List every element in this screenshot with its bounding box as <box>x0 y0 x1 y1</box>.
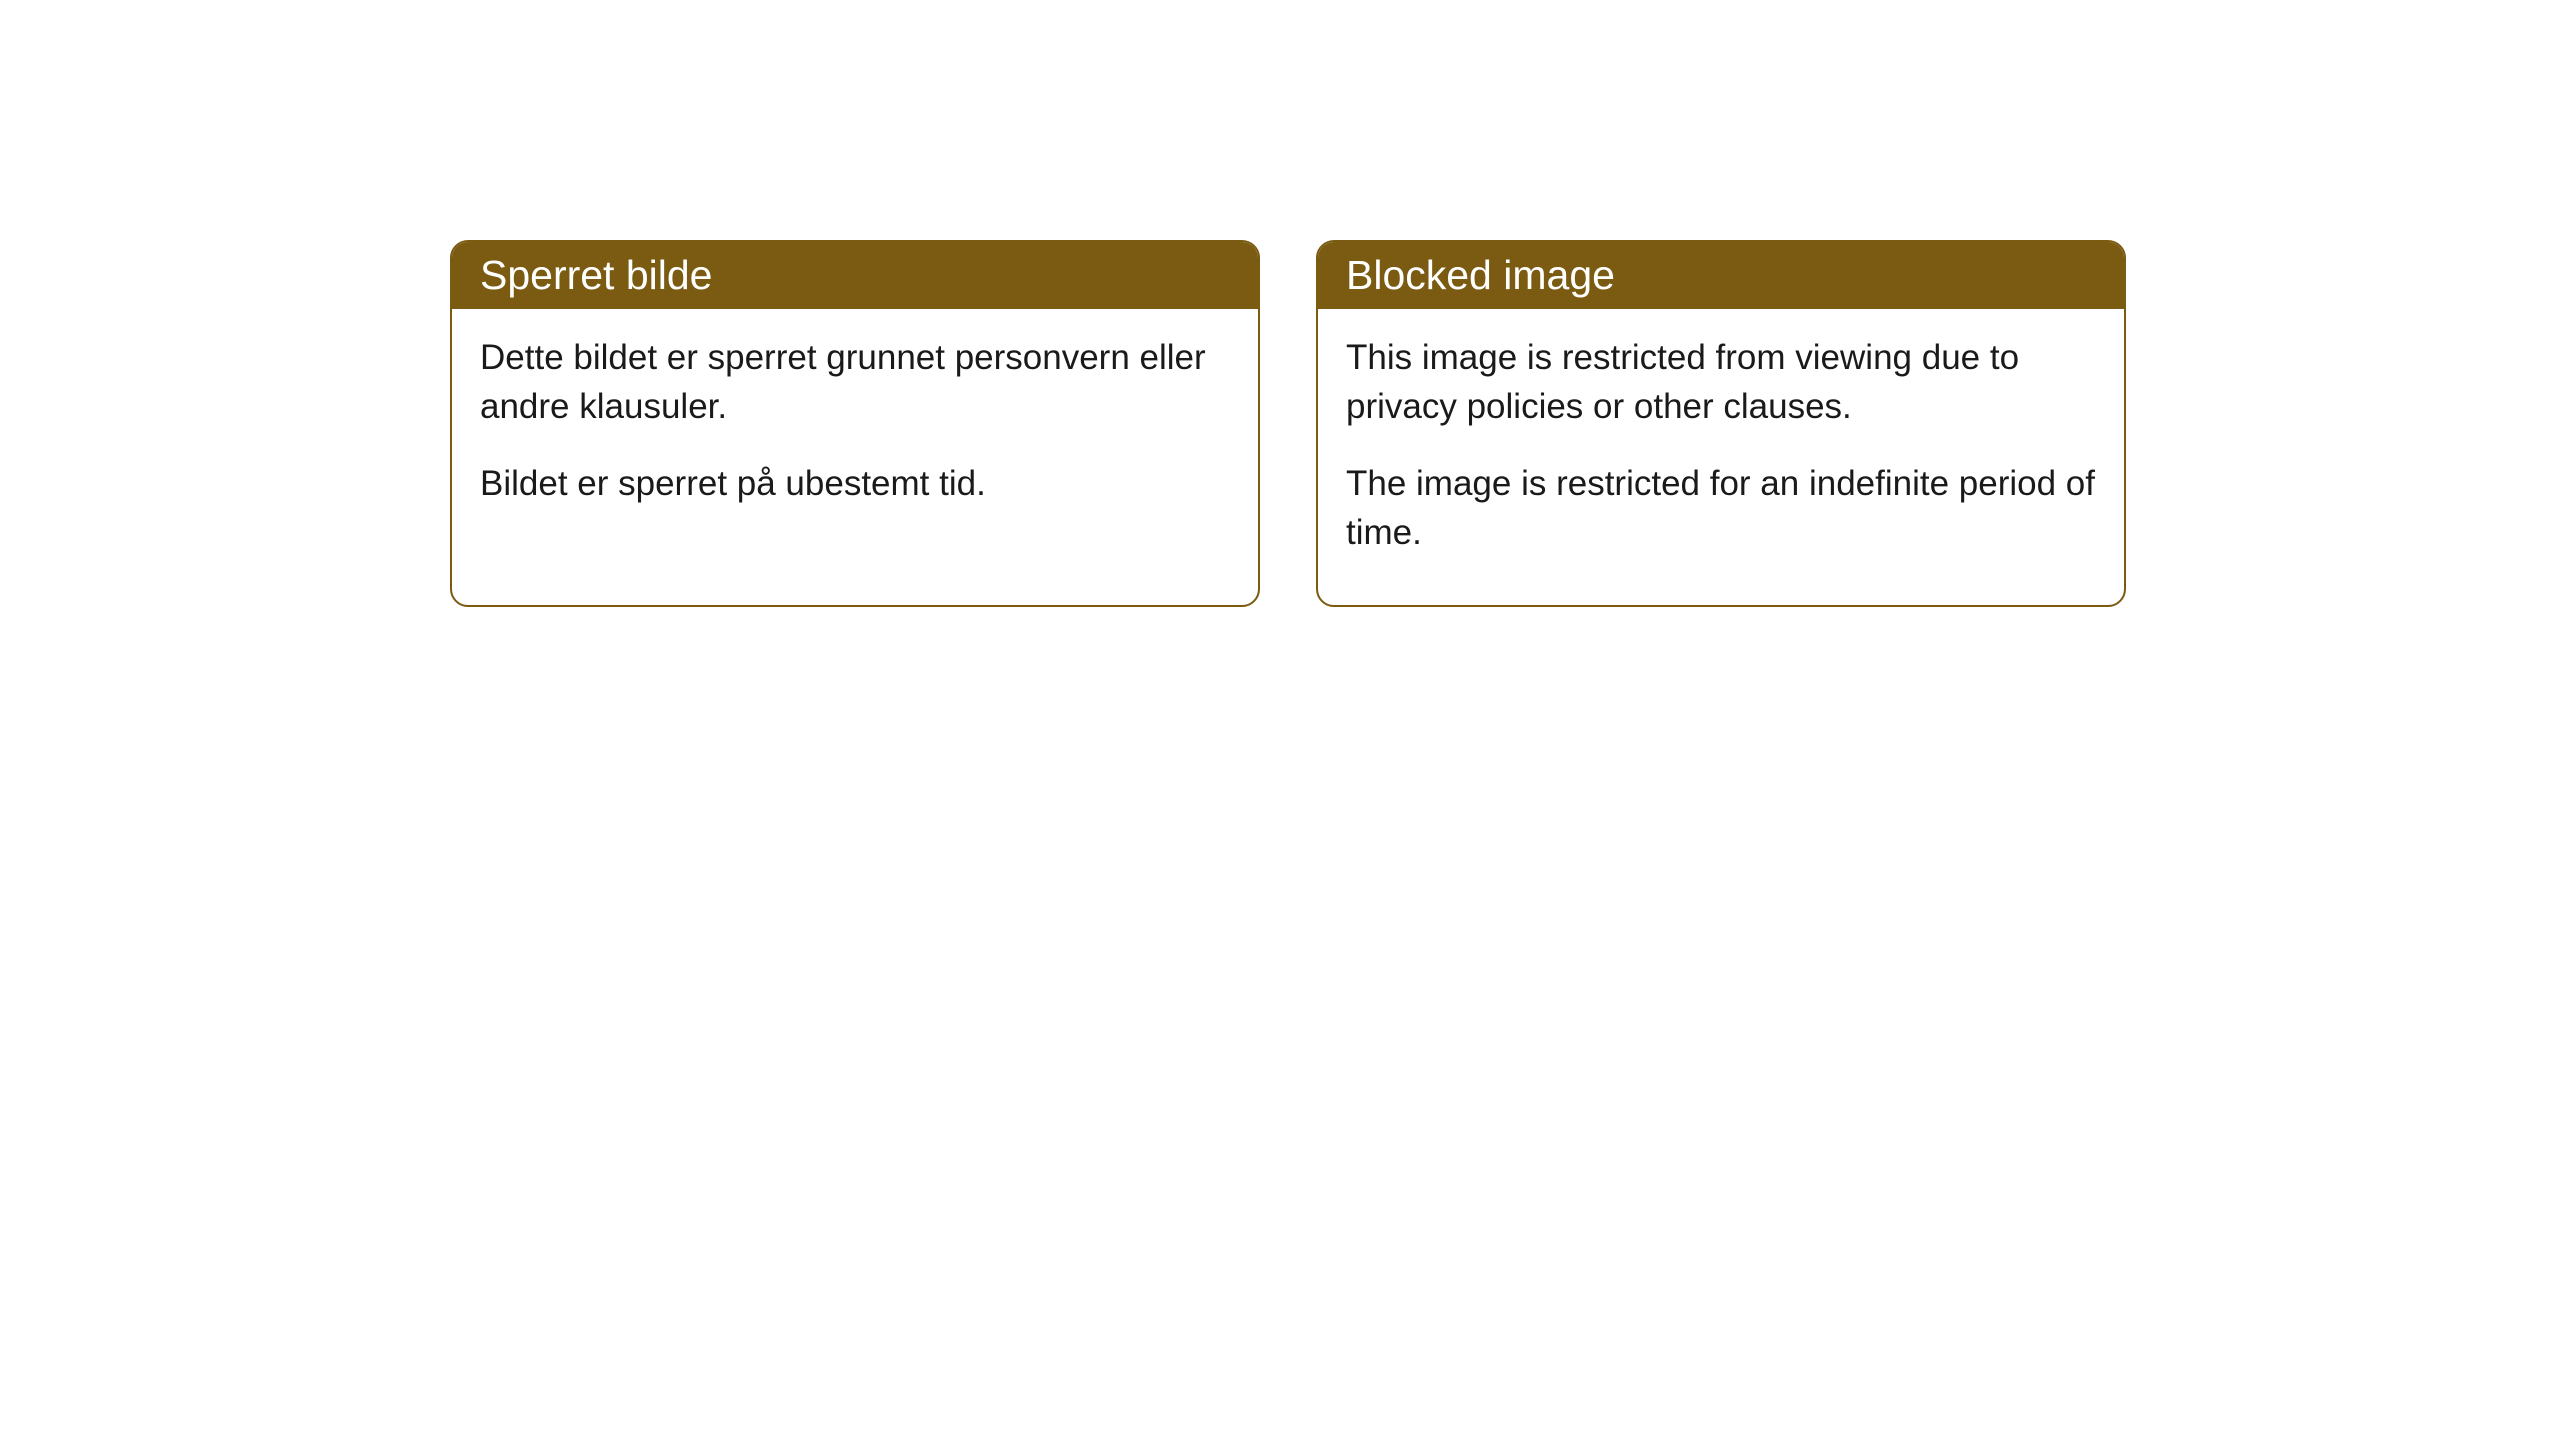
blocked-image-card-norwegian: Sperret bilde Dette bildet er sperret gr… <box>450 240 1260 607</box>
card-body-norwegian: Dette bildet er sperret grunnet personve… <box>452 309 1258 556</box>
blocked-image-card-english: Blocked image This image is restricted f… <box>1316 240 2126 607</box>
notice-cards-container: Sperret bilde Dette bildet er sperret gr… <box>450 240 2126 607</box>
card-body-english: This image is restricted from viewing du… <box>1318 309 2124 605</box>
card-header-norwegian: Sperret bilde <box>452 242 1258 309</box>
card-paragraph: The image is restricted for an indefinit… <box>1346 459 2096 557</box>
card-paragraph: Bildet er sperret på ubestemt tid. <box>480 459 1230 508</box>
card-title: Blocked image <box>1346 252 1615 298</box>
card-paragraph: This image is restricted from viewing du… <box>1346 333 2096 431</box>
card-title: Sperret bilde <box>480 252 712 298</box>
card-header-english: Blocked image <box>1318 242 2124 309</box>
card-paragraph: Dette bildet er sperret grunnet personve… <box>480 333 1230 431</box>
